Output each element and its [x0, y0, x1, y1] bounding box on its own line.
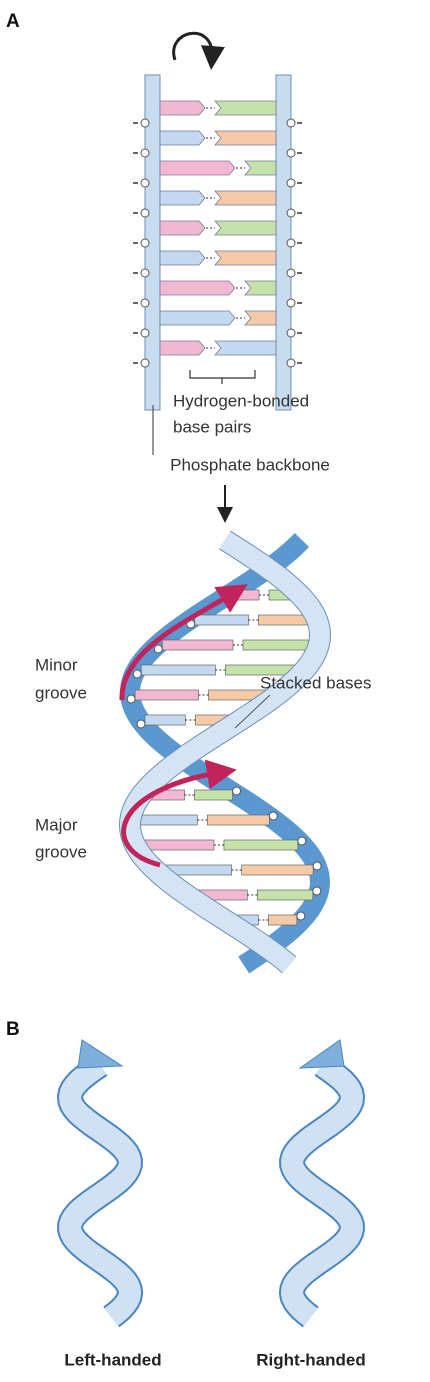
phosphate: [286, 328, 296, 338]
back-strand: [120, 533, 330, 974]
base: [159, 100, 206, 116]
phosphate: [286, 358, 296, 368]
minor-groove-arrow: [119, 584, 248, 701]
double-helix: [118, 530, 332, 974]
base: [206, 814, 270, 826]
base: [159, 280, 236, 296]
base: [159, 190, 206, 206]
base: [214, 130, 277, 146]
phosphate: [140, 178, 150, 188]
base: [223, 839, 299, 851]
label: Major: [35, 815, 78, 834]
phosphate: [286, 208, 296, 218]
phosphate: [153, 644, 163, 654]
rotation-arrow: [172, 31, 225, 70]
phosphate: [140, 208, 150, 218]
base: [139, 839, 215, 851]
base: [194, 614, 249, 626]
handedness-helices: [56, 1039, 366, 1328]
bracket: [189, 370, 256, 384]
phosphate: [286, 268, 296, 278]
ribbon: [58, 1055, 142, 1326]
phosphate: [140, 118, 150, 128]
label: Left-handed: [64, 1350, 161, 1369]
panel-label: B: [6, 1019, 20, 1040]
base: [241, 864, 314, 876]
label: Hydrogen-bonded: [173, 391, 309, 410]
phosphate: [232, 786, 242, 796]
ribbon-arrow: [298, 1039, 345, 1069]
base: [214, 250, 277, 266]
phosphate: [132, 669, 142, 679]
base: [144, 714, 186, 726]
major-groove-arrow: [121, 759, 237, 868]
base: [159, 160, 236, 176]
phosphate: [126, 694, 136, 704]
phosphate: [140, 328, 150, 338]
base: [268, 914, 298, 926]
label: Right-handed: [256, 1350, 366, 1369]
phosphate: [140, 238, 150, 248]
base: [214, 100, 277, 116]
ribbon-arrow: [77, 1039, 124, 1069]
phosphate: [286, 148, 296, 158]
base: [159, 220, 206, 236]
base: [194, 789, 233, 801]
phosphate: [286, 298, 296, 308]
base: [134, 689, 199, 701]
phosphate: [140, 358, 150, 368]
pointer-line: [234, 694, 271, 729]
panel-label: A: [6, 11, 20, 32]
label: Minor: [35, 655, 78, 674]
base: [244, 160, 277, 176]
base: [244, 280, 277, 296]
base: [159, 130, 206, 146]
label: base pairs: [173, 417, 251, 436]
phosphate: [296, 911, 306, 921]
label: Stacked bases: [260, 673, 372, 692]
phosphate: [268, 811, 278, 821]
phosphate: [312, 861, 322, 871]
front-strand: [119, 531, 331, 973]
phosphate: [286, 178, 296, 188]
phosphate: [140, 298, 150, 308]
phosphate: [140, 268, 150, 278]
base: [140, 664, 216, 676]
phosphate: [312, 886, 322, 896]
label: Phosphate backbone: [170, 455, 330, 474]
base: [242, 639, 315, 651]
base: [159, 310, 236, 326]
base: [134, 814, 198, 826]
base: [256, 889, 314, 901]
base: [214, 220, 277, 236]
phosphate: [286, 118, 296, 128]
base: [244, 310, 277, 326]
base: [232, 589, 260, 601]
base: [161, 639, 234, 651]
phosphate: [140, 148, 150, 158]
phosphate: [297, 836, 307, 846]
ribbon: [280, 1055, 364, 1326]
base: [214, 340, 277, 356]
base: [159, 250, 206, 266]
label: groove: [35, 842, 87, 861]
label: groove: [35, 683, 87, 702]
base: [159, 340, 206, 356]
phosphate: [136, 719, 146, 729]
ladder: [133, 74, 302, 411]
phosphate: [286, 238, 296, 248]
base: [214, 190, 277, 206]
